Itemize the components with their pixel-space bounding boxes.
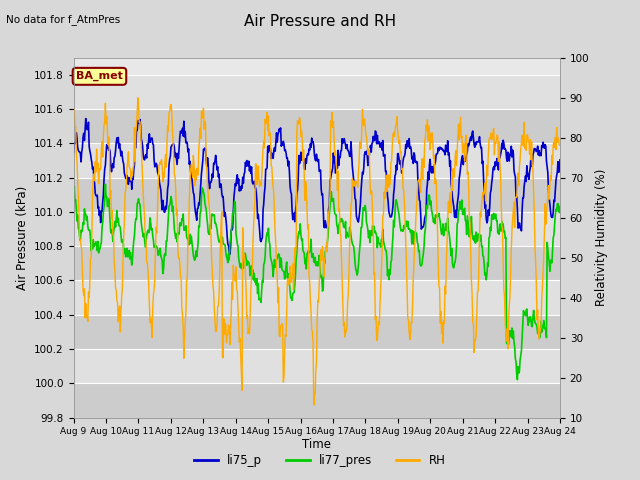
Bar <box>74 212 560 246</box>
Bar <box>74 349 560 384</box>
Bar <box>74 246 560 280</box>
X-axis label: Time: Time <box>302 438 332 451</box>
Bar <box>74 178 560 212</box>
Bar <box>74 109 560 144</box>
Bar <box>74 315 560 349</box>
Text: No data for f_AtmPres: No data for f_AtmPres <box>6 14 121 25</box>
Bar <box>74 384 560 418</box>
Y-axis label: Relativity Humidity (%): Relativity Humidity (%) <box>595 169 608 306</box>
Text: BA_met: BA_met <box>76 71 123 82</box>
Text: Air Pressure and RH: Air Pressure and RH <box>244 14 396 29</box>
Bar <box>74 144 560 178</box>
Bar <box>74 75 560 109</box>
Bar <box>74 280 560 315</box>
Legend: li75_p, li77_pres, RH: li75_p, li77_pres, RH <box>189 449 451 472</box>
Y-axis label: Air Pressure (kPa): Air Pressure (kPa) <box>15 185 29 290</box>
